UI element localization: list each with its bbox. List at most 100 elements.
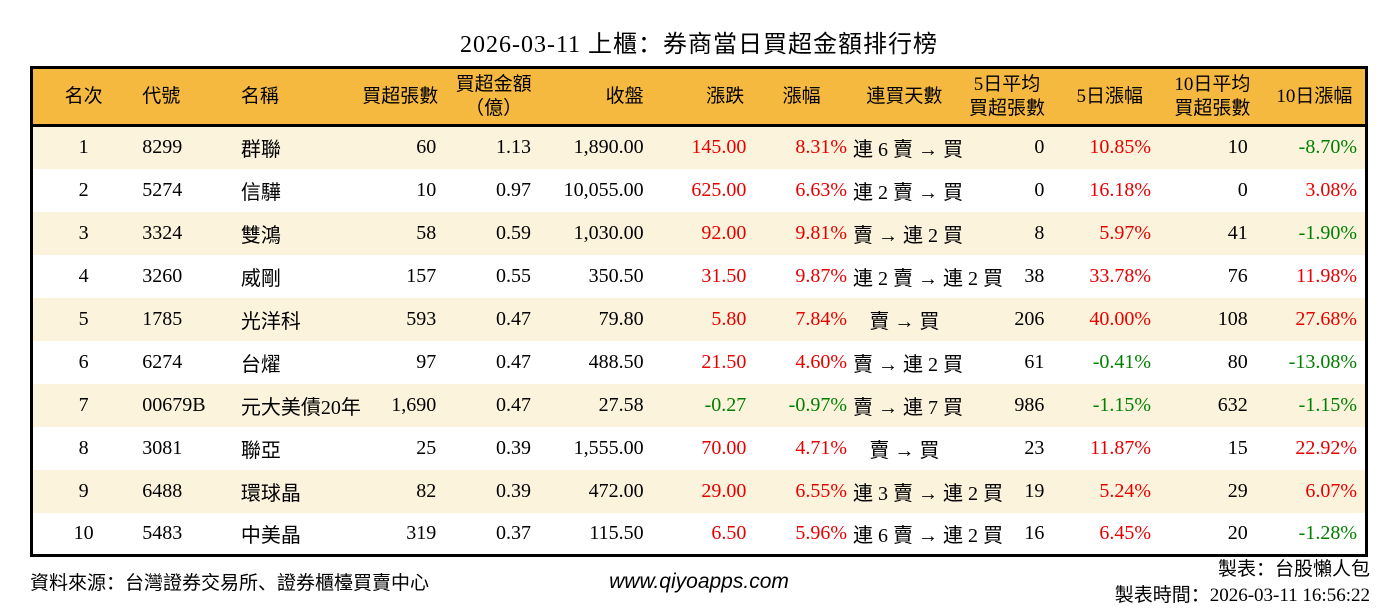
cell-rank: 1 — [78, 136, 89, 159]
cell-rank: 6 — [78, 350, 89, 373]
cell-streak: 連 6 賣 → 連 2 買 — [853, 524, 1003, 547]
cell-code: 1785 — [142, 307, 183, 330]
cell-pct-5d: -1.15% — [1092, 393, 1152, 416]
cell-name: 信驊 — [240, 181, 281, 204]
cell-net-buy-amount: 0.39 — [495, 479, 531, 502]
cell-name: 中美晶 — [240, 524, 301, 547]
cell-net-buy-amount: 0.97 — [495, 178, 531, 201]
cell-change-pct: 5.96% — [795, 521, 847, 544]
cell-net-buy-volume: 82 — [416, 479, 437, 502]
cell-net-buy-volume: 157 — [406, 264, 437, 287]
table-row: 4 3260 威剛 157 0.55 350.50 31.50 9.87% 連 … — [31, 254, 1367, 298]
cell-pct-10d: 3.08% — [1305, 178, 1357, 201]
column-header-pct-5d: 5日漲幅 — [1058, 67, 1162, 127]
cell-code: 3081 — [142, 436, 183, 459]
cell-rank: 10 — [73, 521, 94, 544]
column-header-change-pct: 漲幅 — [750, 67, 853, 127]
cell-close: 350.50 — [588, 264, 644, 287]
cell-pct-5d: 33.78% — [1089, 264, 1152, 287]
cell-net-buy-amount: 1.13 — [495, 136, 531, 159]
table-row: 6 6274 台燿 97 0.47 488.50 21.50 4.60% 賣 →… — [31, 340, 1367, 384]
cell-net-buy-volume: 319 — [406, 521, 437, 544]
cell-avg10-volume: 15 — [1227, 436, 1248, 459]
cell-avg10-volume: 20 — [1227, 521, 1248, 544]
cell-pct-10d: 27.68% — [1295, 307, 1357, 330]
cell-avg10-volume: 41 — [1227, 221, 1248, 244]
cell-pct-5d: 11.87% — [1090, 436, 1152, 459]
cell-name: 威剛 — [240, 267, 281, 290]
cell-pct-5d: 40.00% — [1089, 307, 1152, 330]
cell-avg10-volume: 108 — [1217, 307, 1248, 330]
cell-rank: 9 — [78, 479, 89, 502]
cell-net-buy-volume: 60 — [416, 136, 437, 159]
cell-pct-10d: 11.98% — [1296, 264, 1357, 287]
cell-streak: 賣 → 買 — [869, 310, 940, 333]
cell-change-pct: -0.97% — [788, 393, 847, 416]
cell-avg10-volume: 10 — [1227, 136, 1248, 159]
cell-change: 625.00 — [691, 178, 747, 201]
cell-change-pct: 8.31% — [795, 136, 847, 159]
column-header-name: 名稱 — [236, 67, 340, 127]
table-body: 1 8299 群聯 60 1.13 1,890.00 145.00 8.31% … — [31, 125, 1367, 556]
cell-change: 92.00 — [701, 221, 747, 244]
cell-rank: 2 — [78, 178, 89, 201]
cell-change-pct: 6.55% — [795, 479, 847, 502]
cell-change-pct: 9.87% — [795, 264, 847, 287]
cell-avg5-volume: 61 — [1024, 350, 1045, 373]
table-header-row: 名次 代號 名稱 買超張數 買超金額 （億） 收盤 漲跌 漲幅 連買天數 5日平… — [31, 67, 1367, 127]
cell-name: 群聯 — [240, 139, 281, 162]
cell-pct-10d: 22.92% — [1295, 436, 1357, 459]
cell-net-buy-volume: 593 — [406, 307, 437, 330]
column-header-code: 代號 — [134, 67, 237, 127]
column-header-streak: 連買天數 — [853, 67, 956, 127]
cell-pct-10d: -1.28% — [1298, 521, 1357, 544]
page-title: 2026-03-11 上櫃：券商當日買超金額排行榜 — [459, 32, 939, 58]
cell-name: 台燿 — [240, 353, 281, 376]
cell-close: 488.50 — [588, 350, 644, 373]
cell-net-buy-amount: 0.55 — [495, 264, 531, 287]
cell-net-buy-volume: 58 — [416, 221, 437, 244]
cell-close: 79.80 — [598, 307, 644, 330]
cell-net-buy-volume: 10 — [416, 178, 437, 201]
cell-name: 環球晶 — [240, 482, 301, 505]
cell-streak: 連 2 賣 → 連 2 買 — [853, 267, 1003, 290]
cell-pct-5d: 5.24% — [1099, 479, 1152, 502]
cell-change: 70.00 — [701, 436, 747, 459]
cell-code: 6488 — [142, 479, 183, 502]
cell-streak: 連 6 賣 → 買 — [853, 139, 963, 162]
column-header-close: 收盤 — [544, 67, 648, 127]
cell-pct-10d: -1.90% — [1298, 221, 1357, 244]
footer-data-source: 資料來源：台灣證券交易所、證券櫃檯買賣中心 — [30, 573, 430, 594]
column-header-avg10-volume: 10日平均 買超張數 — [1161, 67, 1264, 127]
cell-change: 145.00 — [691, 136, 747, 159]
cell-avg10-volume: 0 — [1237, 178, 1248, 201]
cell-code: 00679B — [142, 393, 206, 416]
table-row: 8 3081 聯亞 25 0.39 1,555.00 70.00 4.71% 賣… — [31, 426, 1367, 470]
cell-rank: 8 — [78, 436, 89, 459]
cell-net-buy-amount: 0.47 — [495, 307, 531, 330]
cell-change: 21.50 — [701, 350, 747, 373]
cell-change-pct: 7.84% — [795, 307, 847, 330]
cell-name: 雙鴻 — [240, 224, 281, 247]
cell-close: 115.50 — [589, 521, 644, 544]
cell-code: 5483 — [142, 521, 183, 544]
cell-change: 6.50 — [711, 521, 747, 544]
cell-name: 元大美債20年 — [240, 396, 361, 419]
table-header: 名次 代號 名稱 買超張數 買超金額 （億） 收盤 漲跌 漲幅 連買天數 5日平… — [31, 67, 1367, 127]
cell-net-buy-amount: 0.47 — [495, 393, 531, 416]
cell-rank: 7 — [78, 393, 89, 416]
cell-pct-10d: 6.07% — [1305, 479, 1357, 502]
cell-avg5-volume: 0 — [1034, 136, 1045, 159]
cell-pct-5d: 6.45% — [1099, 521, 1152, 544]
cell-change: 31.50 — [701, 264, 747, 287]
cell-pct-10d: -13.08% — [1288, 350, 1357, 373]
cell-pct-10d: -8.70% — [1298, 136, 1357, 159]
cell-net-buy-volume: 97 — [416, 350, 437, 373]
cell-streak: 賣 → 連 7 買 — [853, 396, 963, 419]
cell-net-buy-volume: 25 — [416, 436, 437, 459]
cell-pct-5d: 16.18% — [1089, 178, 1152, 201]
cell-close: 10,055.00 — [563, 178, 644, 201]
cell-streak: 賣 → 連 2 買 — [853, 224, 963, 247]
cell-pct-5d: -0.41% — [1092, 350, 1152, 373]
footer-author: 製表：台股懶人包 — [1217, 559, 1370, 580]
